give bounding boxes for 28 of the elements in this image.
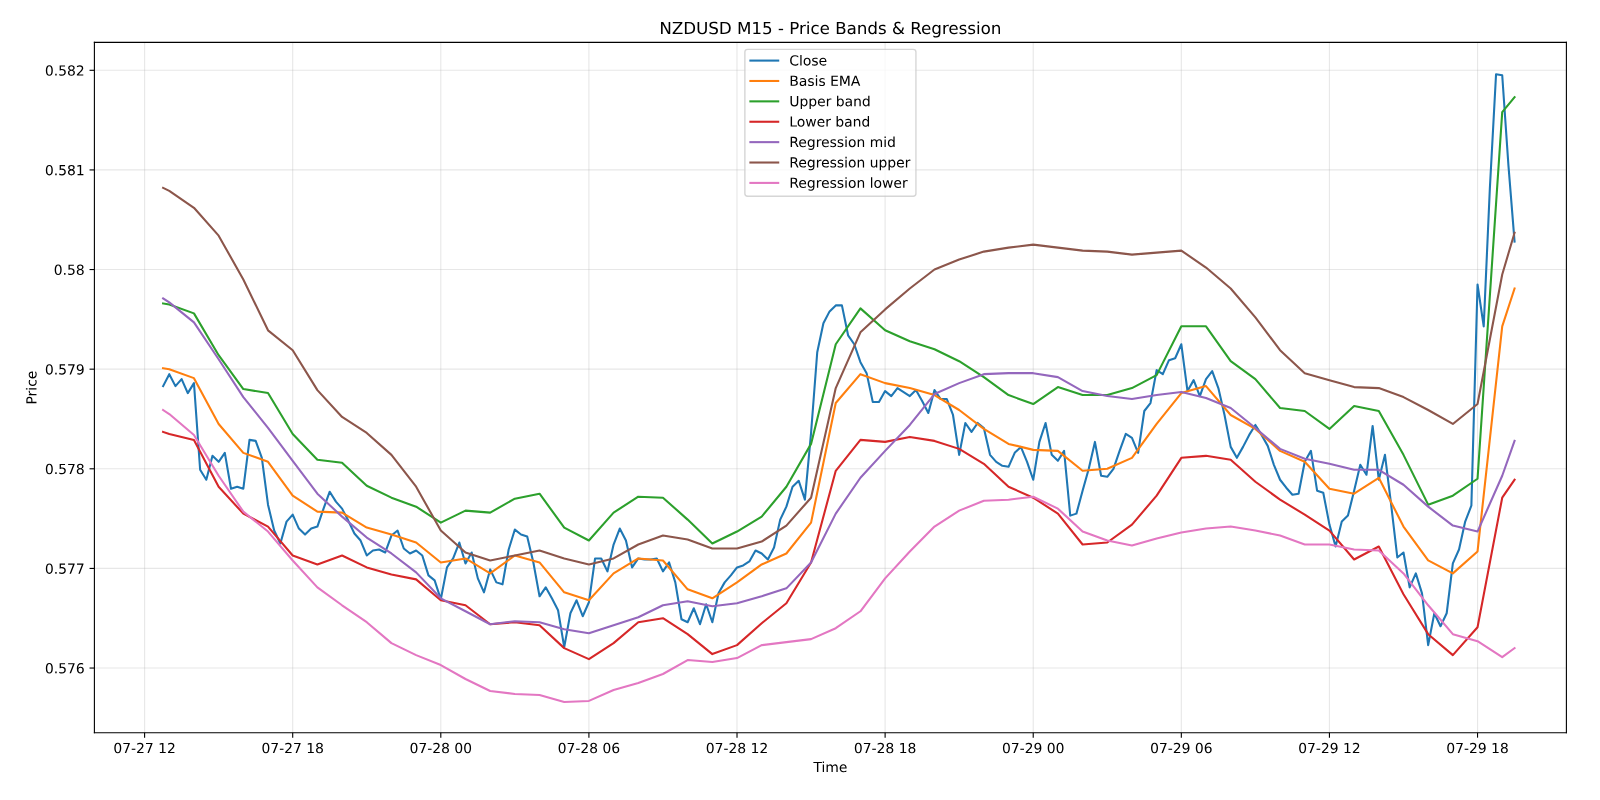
chart-title: NZDUSD M15 - Price Bands & Regression <box>661 21 1000 38</box>
y-axis-title: Price <box>25 371 37 404</box>
x-tick-label: 07-29 12 <box>1299 742 1360 754</box>
y-tick-label: 0.578 <box>45 463 84 475</box>
legend-label: Basis EMA <box>790 75 861 87</box>
x-tick-label: 07-29 00 <box>1002 742 1064 754</box>
legend-label: Regression lower <box>790 177 908 191</box>
x-tick-label: 07-27 18 <box>262 742 323 754</box>
x-tick-label: 07-28 00 <box>410 742 472 754</box>
legend-label: Regression upper <box>790 156 911 171</box>
legend-label: Close <box>790 54 827 66</box>
line-series <box>162 73 1516 649</box>
x-tick-label: 07-28 12 <box>706 742 767 754</box>
x-tick-label: 07-29 18 <box>1447 742 1508 754</box>
x-tick-label: 07-27 12 <box>114 742 175 754</box>
x-tick-label: 07-29 06 <box>1151 742 1212 754</box>
y-tick-label: 0.581 <box>45 164 84 176</box>
y-tick-label: 0.582 <box>45 65 84 76</box>
x-tick-label: 07-28 18 <box>854 742 916 754</box>
legend-label: Regression mid <box>790 136 895 150</box>
y-tick-label: 0.579 <box>45 364 84 375</box>
y-tick-label: 0.577 <box>45 563 84 574</box>
y-tick-label: 0.576 <box>45 663 84 674</box>
y-tick-label: 0.58 <box>54 264 84 276</box>
legend-label: Upper band <box>790 95 870 110</box>
x-axis-title: Time <box>813 761 847 773</box>
x-tick-label: 07-28 06 <box>558 742 620 754</box>
legend-label: Lower band <box>790 116 870 127</box>
